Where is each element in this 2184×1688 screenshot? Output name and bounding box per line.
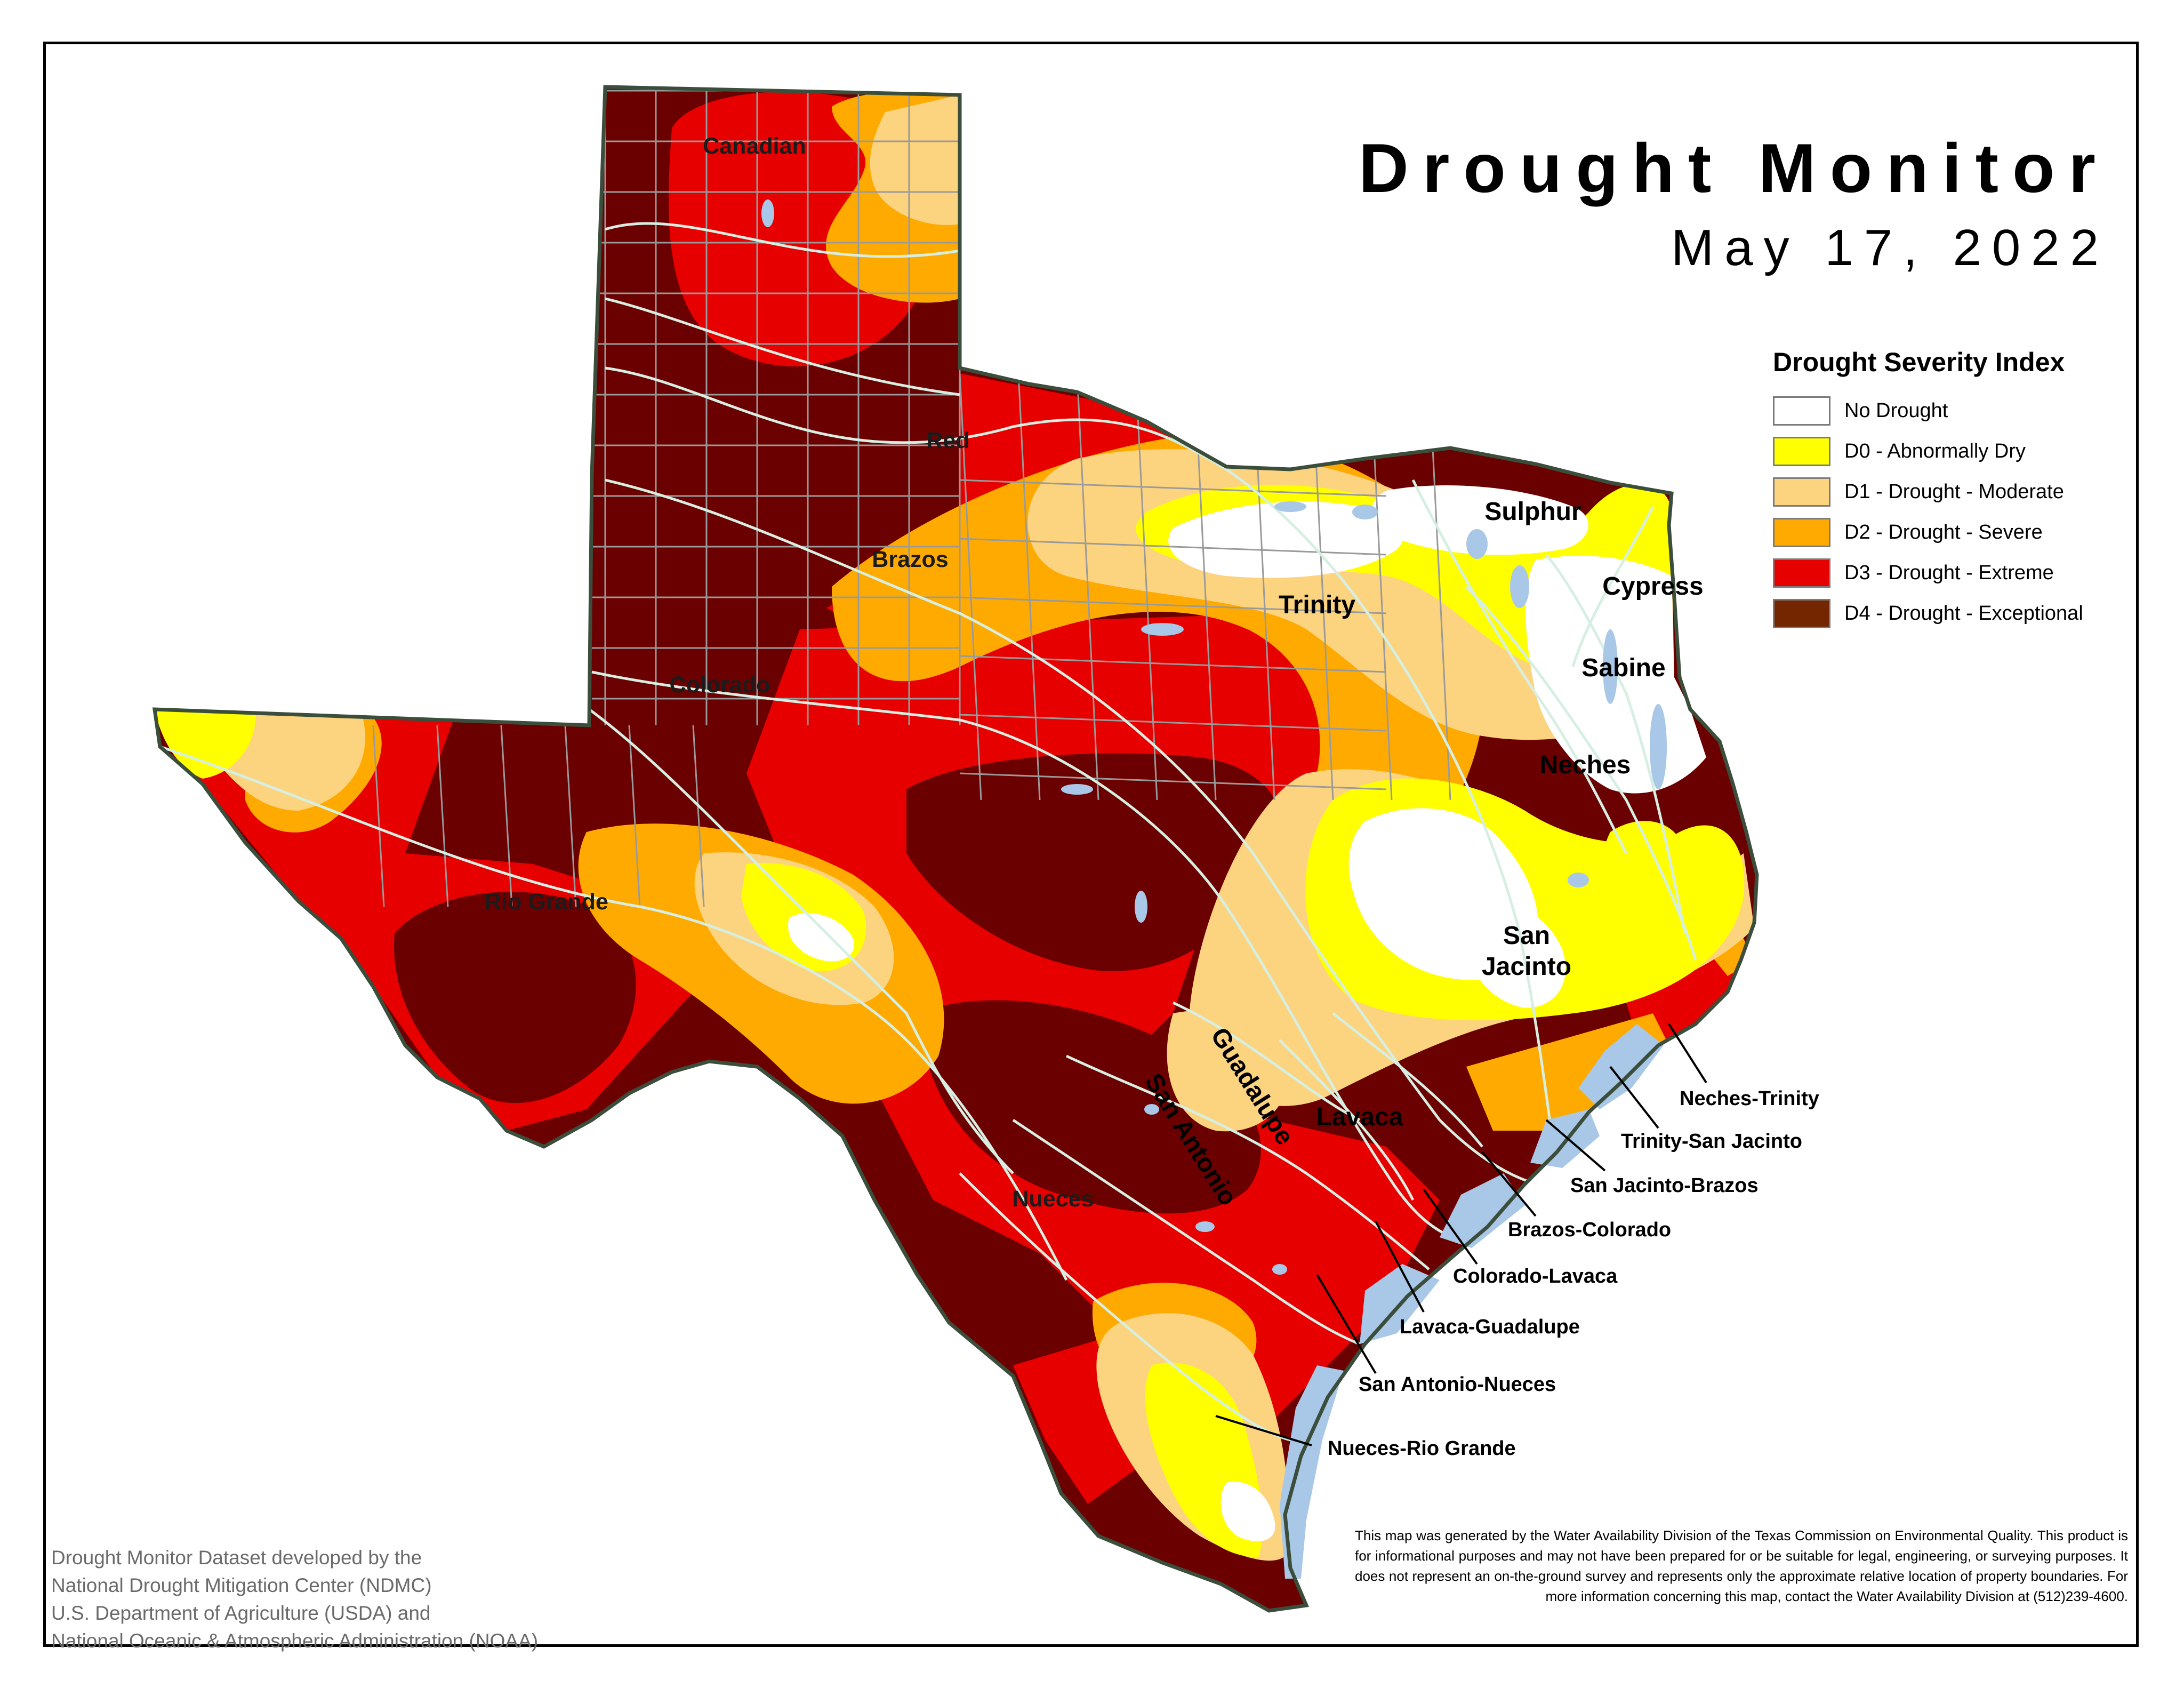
leader-lavaca-guadalupe [1375, 1221, 1425, 1313]
coastal-label-colorado-lavaca: Colorado-Lavaca [1453, 1265, 1618, 1287]
lakes [761, 199, 1667, 1275]
county-boundaries [372, 90, 1451, 907]
leader-neches-trinity [1668, 1023, 1707, 1084]
legend-label: D1 - Drought - Moderate [1844, 480, 2064, 503]
county-line [959, 655, 1387, 673]
legend-item: No Drought [1773, 390, 2114, 431]
legend-label: D4 - Drought - Exceptional [1844, 602, 2083, 625]
leader-colorado-lavaca [1423, 1188, 1478, 1265]
credit-line: U.S. Department of Agriculture (USDA) an… [51, 1602, 431, 1624]
county-line [564, 725, 577, 907]
county-line [628, 725, 641, 907]
basin-label-sabine: Sabine [1581, 654, 1665, 682]
leader-trinity-san-jacinto [1609, 1066, 1659, 1129]
coastal-label-lavaca-guadalupe: Lavaca-Guadalupe [1400, 1316, 1580, 1338]
legend-swatch-no-drought [1773, 396, 1830, 426]
county-line [1076, 373, 1099, 801]
leader-nueces-rio-grande [1215, 1415, 1312, 1446]
county-line [959, 772, 1387, 790]
basin-label-sulphur: Sulphur [1484, 498, 1581, 526]
basin-label-trinity: Trinity [1279, 591, 1355, 619]
county-line [959, 479, 1387, 497]
legend-label: No Drought [1844, 399, 1948, 422]
county-line [959, 373, 982, 801]
county-line [959, 714, 1387, 732]
county-line [1135, 373, 1158, 801]
county-line [1017, 373, 1041, 801]
texas-state-border [152, 85, 1759, 1613]
county-line [436, 725, 449, 907]
coastal-label-neches-trinity: Neches-Trinity [1680, 1087, 1819, 1110]
legend-swatch-d0 [1773, 436, 1830, 466]
coastal-label-brazos-colorado: Brazos-Colorado [1508, 1219, 1671, 1241]
basin-label-rio-grande: Rio Grande [485, 889, 608, 915]
basin-label-brazos: Brazos [872, 547, 948, 572]
gulf-bays [1280, 1024, 1664, 1579]
county-line [959, 596, 1387, 614]
leader-san-jacinto-brazos [1545, 1119, 1606, 1172]
legend-label: D3 - Drought - Extreme [1844, 561, 2054, 584]
map-date: May 17, 2022 [1671, 219, 2109, 276]
legend-item: D0 - Abnormally Dry [1773, 431, 2114, 471]
legend-item: D3 - Drought - Extreme [1773, 553, 2114, 593]
leader-brazos-colorado [1481, 1151, 1537, 1217]
basin-label-cypress: Cypress [1602, 572, 1703, 601]
county-line [959, 538, 1387, 556]
disclaimer-text: This map was generated by the Water Avai… [1355, 1527, 2128, 1604]
legend-label: D0 - Abnormally Dry [1844, 439, 2026, 462]
legend-item: D2 - Drought - Severe [1773, 512, 2114, 553]
county-line [372, 725, 385, 907]
coastal-label-nueces-rio-grande: Nueces-Rio Grande [1328, 1437, 1516, 1460]
basin-label-colorado: Colorado [670, 672, 770, 698]
leader-san-antonio-nueces [1316, 1274, 1377, 1374]
legend-swatch-d3 [1773, 558, 1830, 588]
legend-swatch-d1 [1773, 477, 1830, 507]
legend-label: D2 - Drought - Severe [1844, 521, 2043, 543]
credit-line: National Drought Mitigation Center (NDMC… [51, 1574, 432, 1596]
legend-title: Drought Severity Index [1773, 347, 2065, 377]
county-line [692, 725, 705, 907]
legend-item: D1 - Drought - Moderate [1773, 471, 2114, 512]
county-line [500, 725, 513, 907]
basin-label-canadian: Canadian [703, 133, 806, 159]
legend-swatch-d2 [1773, 517, 1830, 547]
basin-label-san-jacinto-line2: Jacinto [1482, 953, 1571, 981]
basin-label-nueces: Nueces [1013, 1186, 1094, 1212]
data-credit: Drought Monitor Dataset developed by the… [51, 1544, 538, 1655]
credit-line: Drought Monitor Dataset developed by the [51, 1547, 422, 1569]
basin-label-red: Red [926, 428, 969, 453]
credit-line: National Oceanic & Atmospheric Administr… [51, 1630, 539, 1652]
basin-label-neches: Neches [1540, 751, 1631, 779]
legend: Drought Severity Index No Drought D0 - A… [1773, 347, 2114, 634]
d4-areas [394, 753, 1283, 1214]
legend-swatch-d4 [1773, 598, 1830, 628]
coastal-label-san-antonio-nueces: San Antonio-Nueces [1359, 1373, 1556, 1396]
basin-label-lavaca: Lavaca [1316, 1103, 1403, 1131]
coastal-basin-labels: Neches-Trinity Trinity-San Jacinto San J… [1215, 1023, 1819, 1460]
legend-item: D4 - Drought - Exceptional [1773, 593, 2114, 634]
basin-label-san-jacinto-line1: San [1503, 922, 1550, 950]
map-frame [43, 42, 2139, 1647]
river-basin-boundaries [159, 222, 1697, 1442]
coastal-label-trinity-san-jacinto: Trinity-San Jacinto [1621, 1130, 1802, 1153]
page-title: Drought Monitor [1358, 129, 2109, 207]
coastal-label-san-jacinto-brazos: San Jacinto-Brazos [1570, 1174, 1759, 1197]
